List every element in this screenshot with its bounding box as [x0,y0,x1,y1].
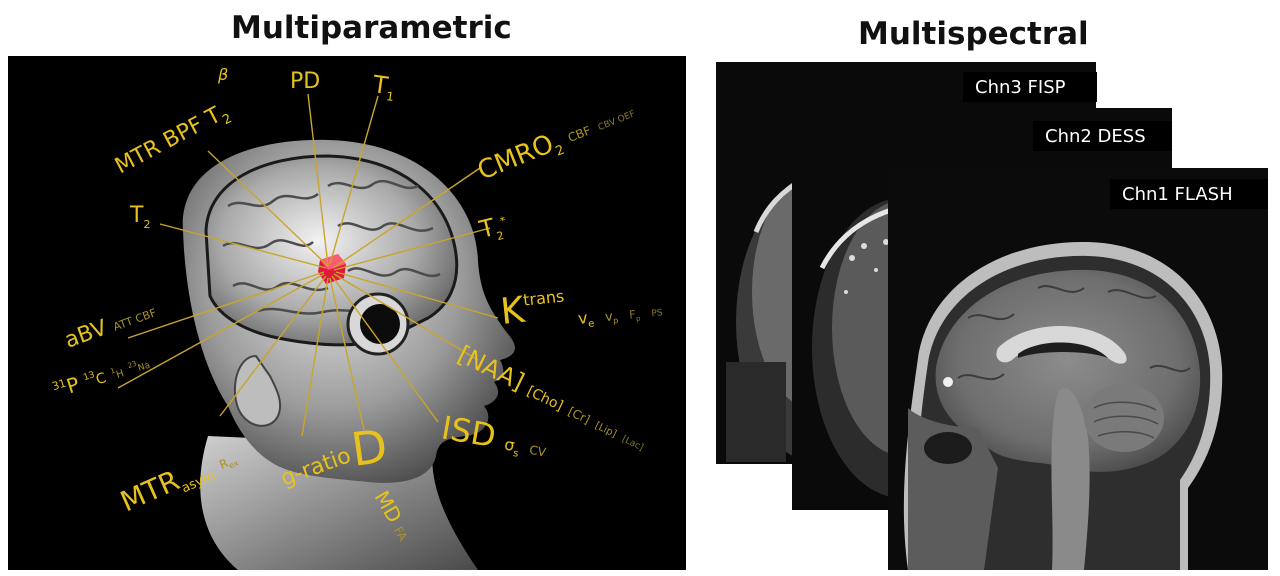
slice-chn1 [888,168,1268,570]
label-beta: β [217,65,228,84]
label-chn2: Chn2 DESS [1033,121,1172,151]
label-chn3: Chn3 FISP [963,72,1097,102]
multiparametric-illustration: MTR BPF T2 β PD T1 CMRO2 CBF CBV OEF T2 … [8,56,686,570]
label-t2-star: T2* [476,210,511,247]
label-cmro2: CMRO2 CBF CBV OEF [473,94,642,192]
mri-image-chn1 [888,168,1268,570]
multispectral-title: Multispectral [858,16,1089,52]
label-chn1: Chn1 FLASH [1110,179,1268,209]
label-pd: PD [290,69,320,94]
leader-lines [117,93,499,437]
label-ktrans: Ktrans ve vp Fp PS [497,259,665,344]
multiparametric-title: Multiparametric [231,10,512,46]
label-nuclei: 31P 13C 1H 23Na [50,349,152,403]
ear-shape [233,354,282,427]
label-t2: T2 [129,203,150,231]
label-isd: ISD σs CV [438,408,551,469]
label-t1: T1 [370,70,397,104]
head-illustration: MTR BPF T2 β PD T1 CMRO2 CBF CBV OEF T2 … [50,65,665,570]
label-d: D [348,418,391,476]
label-abv: aBV ATT CBF [62,298,160,354]
